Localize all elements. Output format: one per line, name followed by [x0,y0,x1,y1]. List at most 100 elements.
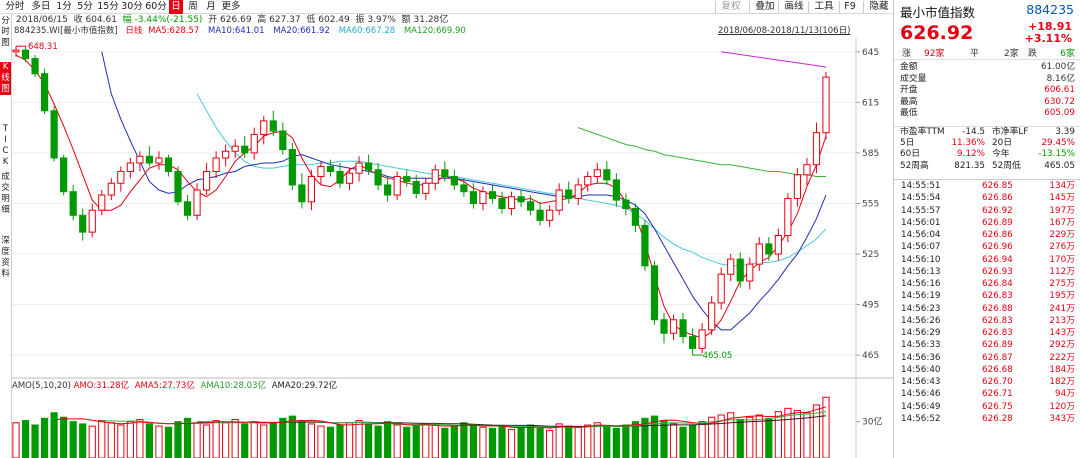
period-tab-1[interactable]: 多日 [31,1,51,12]
tool-button-3[interactable]: 工具 [814,1,834,12]
tick-price: 626.71 [982,389,1013,400]
valuation-cell: 29.45% [1041,137,1075,148]
volume-bar [326,426,335,458]
ma60-line [578,127,826,177]
date-range[interactable]: 2018/06/08-2018/11/13(106日) [718,26,851,36]
period-tab-2[interactable]: 1分 [56,1,72,12]
candle-body [765,243,773,255]
ma-legend: 884235.WI[最小市值指数] 日线 MA5:628.57 MA10:641… [0,26,893,37]
candle-body [565,189,573,199]
candle-body [784,197,792,236]
period-tab-8[interactable]: 周 [188,1,198,12]
tick-row: 14:56:04 626.86 229万 [894,229,1080,241]
tick-price: 626.86 [982,230,1013,240]
period-tab-0[interactable]: 分时 [5,1,25,12]
volume-bar [603,425,611,458]
tool-button-5[interactable]: 隐藏 [869,1,889,12]
info-amount: 额 31.28亿 [401,15,449,25]
volume-bars [12,396,830,458]
candle-body [822,76,830,134]
tool-separator [839,1,840,13]
volume-bar [231,418,239,458]
stat-row: 最高 630.72 [894,97,1080,108]
valuation-cell: 52周低 [992,160,1021,171]
period-tab-10[interactable]: 更多 [221,1,241,12]
candle-body [50,110,58,159]
candle-body [279,130,287,151]
candle-body [345,172,354,184]
candle-body [21,49,30,60]
tick-price: 626.96 [982,242,1013,253]
tool-button-0[interactable]: 复权 [721,1,741,12]
tick-price: 626.70 [982,377,1013,387]
candle-body [603,169,611,181]
tick-volume: 275万 [1049,279,1075,289]
tick-time: 14:56:07 [901,242,941,253]
candle-body [269,120,277,132]
volume-bar [536,427,544,458]
tick-price: 626.84 [982,279,1013,289]
volume-bar [717,414,725,458]
candle-body [498,197,506,210]
tool-button-1[interactable]: 叠加 [755,1,775,12]
period-tab-9[interactable]: 月 [206,1,216,12]
kline-chart[interactable]: 645 615 585 555 525 495 465 648.31 465.05 30亿 [0,0,893,458]
tick-time: 14:56:26 [901,315,941,326]
period-tab-7[interactable]: 日 [169,0,183,14]
valuation-cell: 5日 [900,137,915,148]
annotation-label: 465.05 [703,351,733,361]
stat-value: 630.72 [1044,96,1075,107]
candle-body [193,189,201,216]
candle-body [145,155,154,164]
volume-bar [584,424,592,458]
period-tab-3[interactable]: 5分 [77,1,93,12]
last-price: 626.92 [900,22,974,44]
tool-button-2[interactable]: 画线 [784,1,804,12]
volume-bar [279,417,287,458]
volume-bar [546,430,554,458]
stat-value: 606.61 [1044,85,1075,96]
volume-bar [79,423,87,458]
candle-body [631,208,640,226]
side-tab-4[interactable]: 深度资料 [1,236,10,279]
tool-button-4[interactable]: F9 [844,1,856,12]
legend-period[interactable]: 日线 [125,26,143,36]
legend-ma120: MA120:669.90 [403,26,466,36]
info-open: 开 626.69 [208,15,252,25]
candle-body [155,157,163,164]
candle-body [679,319,687,338]
tick-volume: 112万 [1049,266,1075,277]
tick-time: 14:56:23 [901,303,941,314]
tick-time: 14:56:01 [901,217,941,228]
period-tab-4[interactable]: 15分 [97,1,119,12]
tick-time: 14:55:54 [901,193,941,204]
volume-bar [488,427,497,458]
amo-ma10: AMA10:28.03亿 [200,381,266,391]
period-tab-6[interactable]: 60分 [145,1,167,12]
tick-row: 14:56:16 626.84 275万 [894,278,1080,290]
side-tab-0[interactable]: 分时图 [1,16,10,48]
stat-row: 成交量 8.16亿 [894,74,1080,85]
volume-bar [450,425,458,458]
volume-bar [479,426,487,458]
main-plot-area [12,38,856,378]
candle-body [12,49,20,53]
tick-time: 14:56:13 [901,266,941,277]
volume-bar [307,423,316,458]
tick-price: 626.92 [982,205,1013,216]
tick-price: 626.28 [982,413,1013,424]
tick-price: 626.83 [982,328,1013,338]
volume-bar [69,421,77,458]
volume-bar [183,417,192,458]
candle-body [212,157,220,172]
volume-ma-lines [54,406,827,429]
period-tab-5[interactable]: 30分 [121,1,143,12]
side-tab-3[interactable]: 成交明细 [1,172,10,215]
tick-list[interactable]: 14:55:51 626.85 134万 14:55:54 626.86 145万 14:5… [894,179,1080,425]
valuation-cell: 465.05 [1044,160,1075,171]
candle-body [384,184,392,196]
volume-bar [431,424,439,458]
